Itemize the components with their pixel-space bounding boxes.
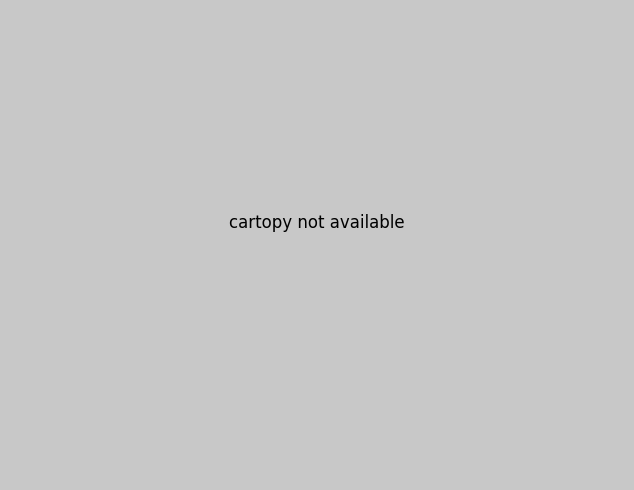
Text: cartopy not available: cartopy not available <box>229 214 405 232</box>
